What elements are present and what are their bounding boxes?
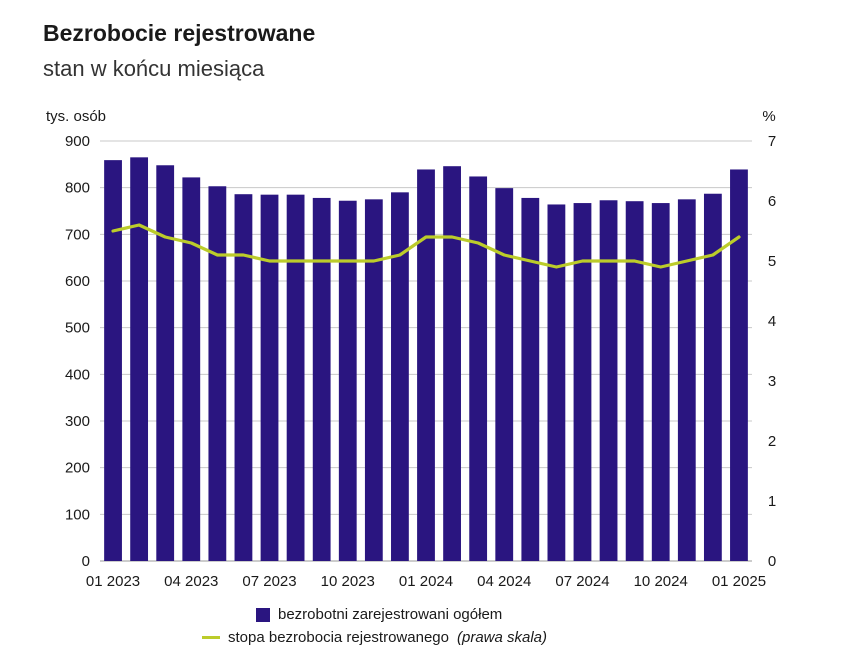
- bar: [625, 201, 644, 561]
- x-tick-label: 01 2025: [712, 573, 766, 590]
- bar: [573, 203, 592, 562]
- legend-bars-swatch: [256, 607, 270, 622]
- bar: [260, 194, 279, 561]
- bar: [182, 177, 201, 561]
- y-left-tick-label: 600: [65, 273, 90, 290]
- bar: [599, 200, 618, 561]
- bar: [338, 200, 357, 561]
- bar: [547, 204, 566, 561]
- bar: [703, 193, 722, 561]
- y-left-tick-label: 0: [82, 553, 90, 570]
- x-tick-label: 04 2024: [477, 573, 531, 590]
- y-right-unit-label: %: [762, 108, 775, 125]
- bar: [130, 157, 149, 562]
- x-tick-label: 07 2024: [555, 573, 609, 590]
- y-left-tick-label: 100: [65, 506, 90, 523]
- legend-line-note: (prawa skala): [456, 629, 548, 646]
- y-right-tick-label: 0: [768, 553, 776, 570]
- y-right-tick-label: 2: [768, 433, 776, 450]
- y-right-tick-label: 6: [768, 193, 776, 210]
- y-left-tick-label: 500: [65, 320, 90, 337]
- bar: [651, 203, 670, 562]
- y-right-tick-label: 3: [768, 373, 776, 390]
- chart-subtitle: stan w końcu miesiąca: [43, 56, 265, 81]
- legend-line-swatch: [202, 636, 220, 639]
- y-left-tick-label: 400: [65, 366, 90, 383]
- chart-title: Bezrobocie rejestrowane: [43, 20, 316, 46]
- y-right-tick-label: 7: [768, 133, 776, 150]
- bar: [469, 176, 488, 561]
- legend-bars-label: bezrobotni zarejestrowani ogółem: [278, 606, 503, 623]
- y-left-unit-label: tys. osób: [46, 108, 106, 125]
- bar: [234, 194, 253, 561]
- chart-canvas: 0 100 200 300 400 500 600 700 800 900 0 1 2 3 4 5 6 7 tys.…: [46, 108, 776, 590]
- y-left-tick-label: 800: [65, 180, 90, 197]
- legend-item-bars: bezrobotni zarejestrowani ogółem: [256, 606, 502, 623]
- bar: [730, 169, 748, 561]
- bar: [156, 165, 175, 561]
- x-tick-label: 07 2023: [242, 573, 296, 590]
- y-right-tick-label: 1: [768, 493, 776, 510]
- legend-item-line: stopa bezrobocia rejestrowanego (prawa s…: [202, 629, 547, 646]
- y-left-tick-label: 300: [65, 413, 90, 430]
- x-tick-label: 10 2023: [321, 573, 375, 590]
- bar: [364, 199, 383, 562]
- bar: [286, 194, 305, 561]
- y-left-tick-label: 700: [65, 226, 90, 243]
- x-tick-label: 01 2023: [86, 573, 140, 590]
- y-right-tick-label: 5: [768, 253, 776, 270]
- bar: [417, 169, 435, 561]
- x-tick-label: 01 2024: [399, 573, 453, 590]
- bar: [312, 197, 331, 561]
- bar: [104, 160, 122, 561]
- y-left-tick-label: 200: [65, 460, 90, 477]
- y-left-tick-label: 900: [65, 133, 90, 150]
- bar: [677, 199, 696, 562]
- bar: [521, 197, 540, 561]
- y-right-tick-label: 4: [768, 313, 776, 330]
- unemployment-rate-line: [111, 223, 741, 269]
- legend-line-label: stopa bezrobocia rejestrowanego: [228, 629, 449, 646]
- bar: [495, 188, 514, 561]
- x-tick-label: 04 2023: [164, 573, 218, 590]
- bar: [208, 186, 227, 561]
- x-tick-label: 10 2024: [634, 573, 688, 590]
- bar: [443, 166, 461, 561]
- bar: [391, 192, 409, 562]
